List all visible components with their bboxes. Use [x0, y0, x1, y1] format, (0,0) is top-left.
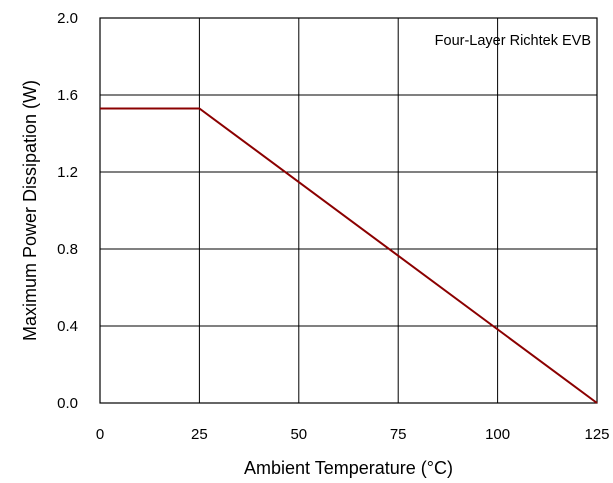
y-tick-label: 1.2: [57, 164, 78, 181]
x-tick-label: 50: [290, 426, 307, 443]
y-tick-label: 0.0: [57, 395, 78, 412]
y-axis-label: Maximum Power Dissipation (W): [20, 80, 40, 341]
tick-labels: 0 25 50 75 100 125 0.0 0.4 0.8 1.2 1.6 2.0: [57, 10, 609, 443]
x-tick-label: 75: [390, 426, 407, 443]
plot-frame: [99, 17, 598, 404]
x-tick-label: 0: [96, 426, 104, 443]
y-tick-label: 2.0: [57, 10, 78, 27]
series-line-0: [100, 107, 598, 404]
y-tick-label: 1.6: [57, 87, 78, 104]
series-layer: [100, 107, 598, 404]
grid-lines: [99, 17, 598, 404]
x-tick-label: 125: [584, 426, 609, 443]
x-tick-label: 25: [191, 426, 208, 443]
y-tick-label: 0.8: [57, 241, 78, 258]
x-axis-label: Ambient Temperature (°C): [244, 458, 453, 478]
y-tick-label: 0.4: [57, 318, 78, 335]
chart-annotation: Four-Layer Richtek EVB: [435, 33, 591, 49]
x-tick-label: 100: [485, 426, 510, 443]
